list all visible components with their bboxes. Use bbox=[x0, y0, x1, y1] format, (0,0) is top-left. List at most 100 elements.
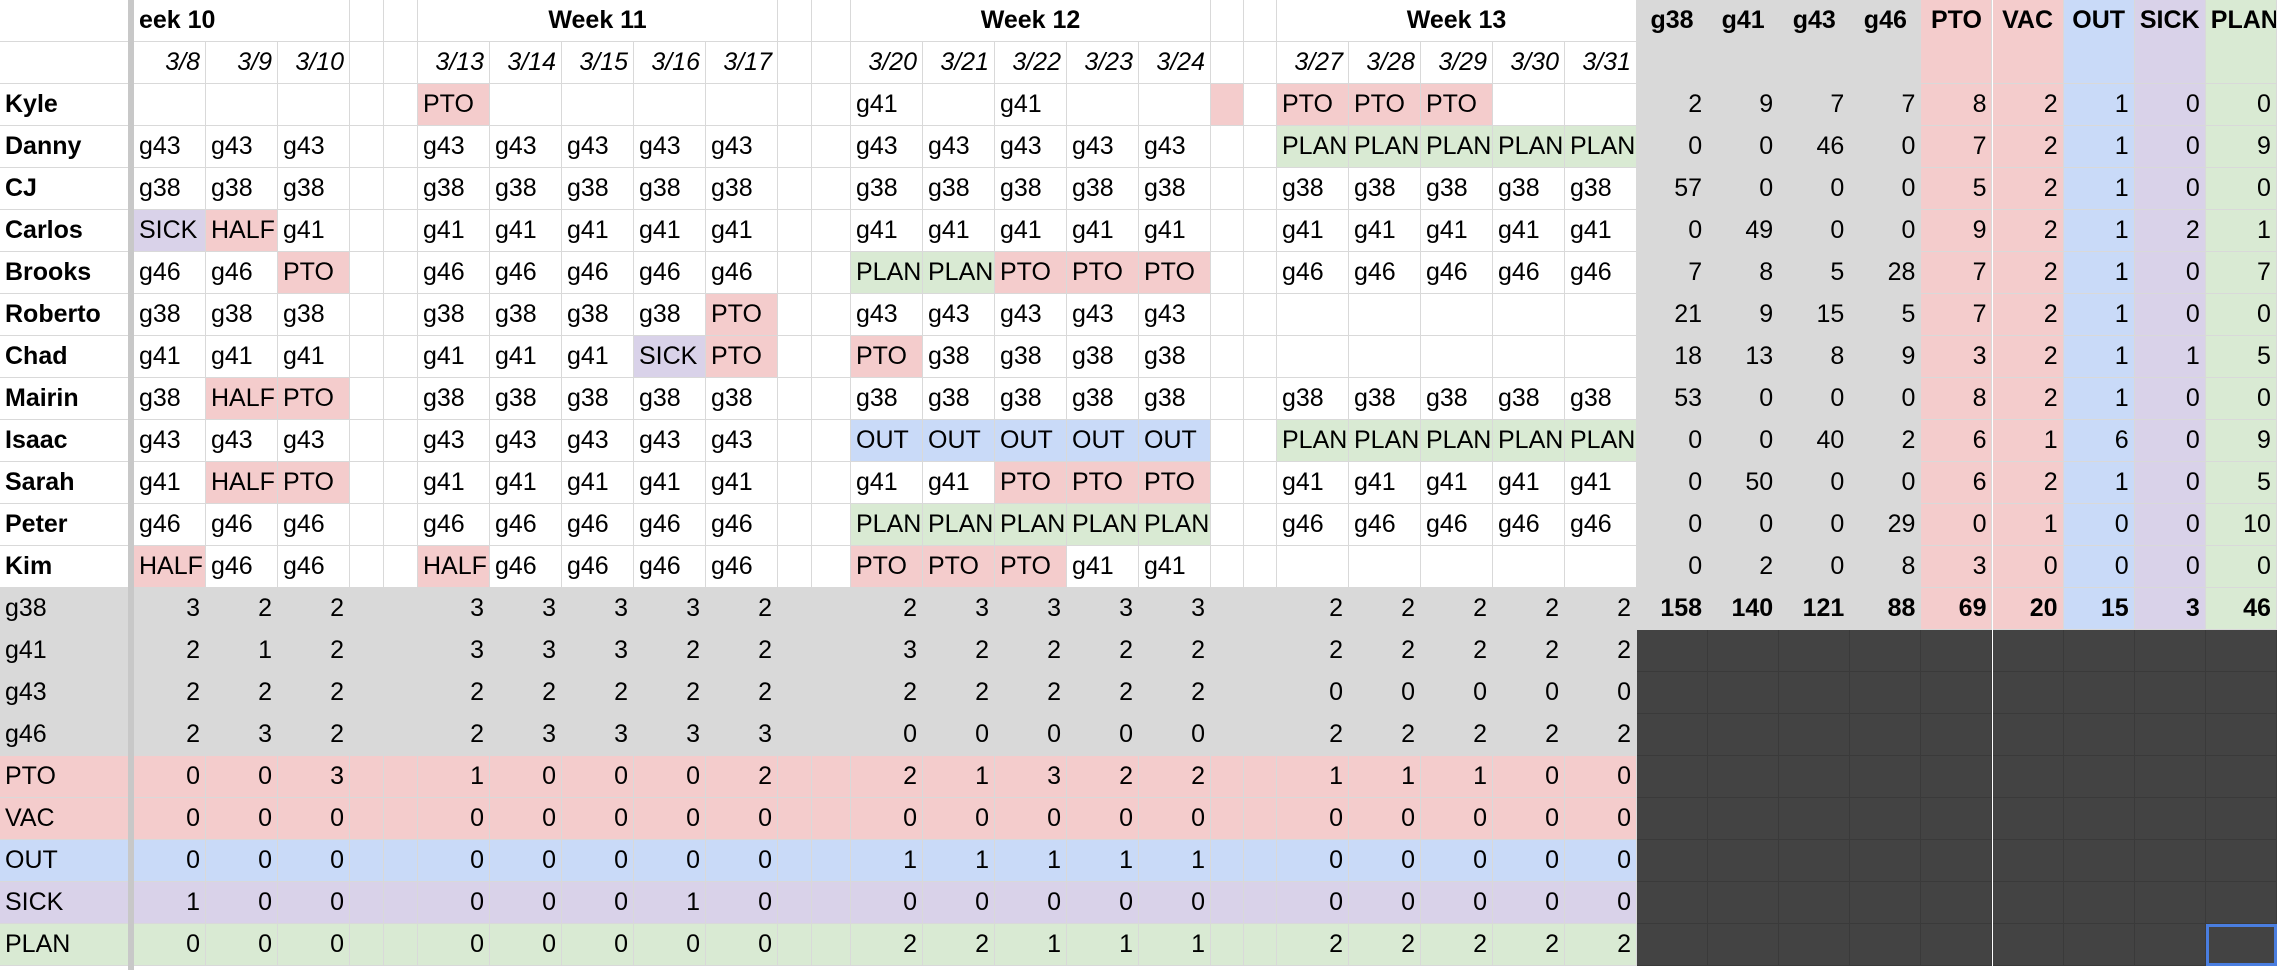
gap-cell[interactable] bbox=[350, 42, 384, 84]
empty-dark-cell[interactable] bbox=[1921, 924, 1993, 966]
date-header[interactable]: 3/31 bbox=[1565, 42, 1637, 84]
summary-header-vac[interactable]: VAC bbox=[1992, 0, 2064, 84]
total-cell[interactable]: 2 bbox=[1992, 378, 2064, 420]
count-cell[interactable]: 0 bbox=[562, 840, 634, 882]
count-cell[interactable]: 2 bbox=[1349, 924, 1421, 966]
count-row-label[interactable]: PTO bbox=[0, 756, 131, 798]
schedule-cell[interactable]: g38 bbox=[1421, 168, 1493, 210]
count-cell[interactable]: 1 bbox=[995, 840, 1067, 882]
gap-cell[interactable] bbox=[778, 756, 812, 798]
schedule-cell[interactable]: g38 bbox=[134, 168, 206, 210]
count-cell[interactable]: 2 bbox=[1493, 630, 1565, 672]
schedule-cell[interactable] bbox=[1067, 84, 1139, 126]
total-cell[interactable]: 7 bbox=[1779, 84, 1851, 126]
schedule-cell[interactable] bbox=[1277, 336, 1349, 378]
date-header[interactable]: 3/21 bbox=[923, 42, 995, 84]
empty-dark-cell[interactable] bbox=[1779, 882, 1851, 924]
schedule-cell[interactable] bbox=[1421, 294, 1493, 336]
date-header[interactable]: 3/27 bbox=[1277, 42, 1349, 84]
gap-cell[interactable] bbox=[384, 336, 418, 378]
total-cell[interactable]: 1 bbox=[2063, 168, 2135, 210]
schedule-cell[interactable]: g41 bbox=[134, 336, 206, 378]
count-cell[interactable]: 0 bbox=[418, 924, 490, 966]
schedule-cell[interactable]: PTO bbox=[706, 336, 778, 378]
gap-cell[interactable] bbox=[778, 84, 812, 126]
empty-dark-cell[interactable] bbox=[1708, 714, 1780, 756]
empty-dark-cell[interactable] bbox=[1992, 798, 2064, 840]
count-cell[interactable]: 2 bbox=[1139, 756, 1211, 798]
gap-cell[interactable] bbox=[778, 588, 812, 630]
empty-dark-cell[interactable] bbox=[1637, 630, 1709, 672]
count-cell[interactable]: 0 bbox=[134, 840, 206, 882]
count-cell[interactable]: 2 bbox=[634, 672, 706, 714]
total-cell[interactable]: 5 bbox=[1850, 294, 1922, 336]
schedule-cell[interactable]: PTO bbox=[278, 252, 350, 294]
schedule-cell[interactable]: g43 bbox=[1067, 126, 1139, 168]
gap-cell[interactable] bbox=[812, 840, 851, 882]
summary-header-g46[interactable]: g46 bbox=[1850, 0, 1922, 84]
gap-cell[interactable] bbox=[778, 378, 812, 420]
gap-cell[interactable] bbox=[350, 882, 384, 924]
empty-dark-cell[interactable] bbox=[1850, 882, 1922, 924]
count-cell[interactable]: 3 bbox=[634, 588, 706, 630]
empty-dark-cell[interactable] bbox=[1779, 798, 1851, 840]
schedule-cell[interactable]: g38 bbox=[562, 294, 634, 336]
schedule-cell[interactable]: g43 bbox=[995, 294, 1067, 336]
total-cell[interactable]: 7 bbox=[1850, 84, 1922, 126]
total-cell[interactable]: 0 bbox=[1850, 210, 1922, 252]
gap-cell[interactable] bbox=[384, 0, 418, 42]
gap-cell[interactable] bbox=[812, 294, 851, 336]
gap-cell[interactable] bbox=[778, 126, 812, 168]
total-cell[interactable]: 0 bbox=[1779, 168, 1851, 210]
gap-cell[interactable] bbox=[812, 168, 851, 210]
empty-dark-cell[interactable] bbox=[1850, 798, 1922, 840]
gap-cell[interactable] bbox=[384, 126, 418, 168]
person-name[interactable]: Brooks bbox=[0, 252, 131, 294]
count-cell[interactable]: 3 bbox=[634, 714, 706, 756]
schedule-cell[interactable]: g41 bbox=[1139, 210, 1211, 252]
schedule-cell[interactable]: g43 bbox=[1139, 126, 1211, 168]
total-cell[interactable]: 9 bbox=[1708, 84, 1780, 126]
empty-dark-cell[interactable] bbox=[1779, 630, 1851, 672]
total-cell[interactable]: 3 bbox=[1921, 336, 1993, 378]
gap-cell[interactable] bbox=[1244, 504, 1277, 546]
count-cell[interactable]: 0 bbox=[1493, 672, 1565, 714]
total-cell[interactable]: 0 bbox=[1779, 504, 1851, 546]
gap-cell[interactable] bbox=[778, 924, 812, 966]
empty-dark-cell[interactable] bbox=[2134, 756, 2206, 798]
schedule-cell[interactable]: PLAN bbox=[1493, 420, 1565, 462]
empty-dark-cell[interactable] bbox=[1850, 630, 1922, 672]
total-cell[interactable]: 2 bbox=[1992, 210, 2064, 252]
schedule-cell[interactable]: g43 bbox=[1139, 294, 1211, 336]
gap-cell[interactable] bbox=[812, 0, 851, 42]
count-cell[interactable]: 2 bbox=[418, 714, 490, 756]
empty-dark-cell[interactable] bbox=[1992, 714, 2064, 756]
date-header[interactable]: 3/14 bbox=[490, 42, 562, 84]
date-header[interactable]: 3/28 bbox=[1349, 42, 1421, 84]
gap-cell[interactable] bbox=[350, 294, 384, 336]
gap-cell[interactable] bbox=[384, 672, 418, 714]
count-cell[interactable]: 2 bbox=[634, 630, 706, 672]
total-cell[interactable]: 0 bbox=[2134, 252, 2206, 294]
gap-cell[interactable] bbox=[1244, 630, 1277, 672]
gap-cell[interactable] bbox=[350, 588, 384, 630]
total-cell[interactable]: 6 bbox=[2063, 420, 2135, 462]
count-cell[interactable]: 0 bbox=[278, 798, 350, 840]
total-cell[interactable]: 1 bbox=[1992, 420, 2064, 462]
gap-cell[interactable] bbox=[1244, 588, 1277, 630]
empty-dark-cell[interactable] bbox=[1637, 798, 1709, 840]
person-name[interactable]: Carlos bbox=[0, 210, 131, 252]
total-cell[interactable]: 0 bbox=[2134, 378, 2206, 420]
gap-cell[interactable] bbox=[1211, 546, 1244, 588]
gap-cell[interactable] bbox=[778, 420, 812, 462]
schedule-cell[interactable]: PTO bbox=[923, 546, 995, 588]
gap-cell[interactable] bbox=[384, 798, 418, 840]
total-cell[interactable]: 0 bbox=[1708, 378, 1780, 420]
gap-cell[interactable] bbox=[350, 672, 384, 714]
schedule-cell[interactable]: PLAN bbox=[1277, 126, 1349, 168]
schedule-cell[interactable]: g43 bbox=[851, 294, 923, 336]
total-cell[interactable]: 10 bbox=[2205, 504, 2277, 546]
gap-cell[interactable] bbox=[778, 630, 812, 672]
count-cell[interactable]: 0 bbox=[490, 924, 562, 966]
count-cell[interactable]: 1 bbox=[1139, 924, 1211, 966]
